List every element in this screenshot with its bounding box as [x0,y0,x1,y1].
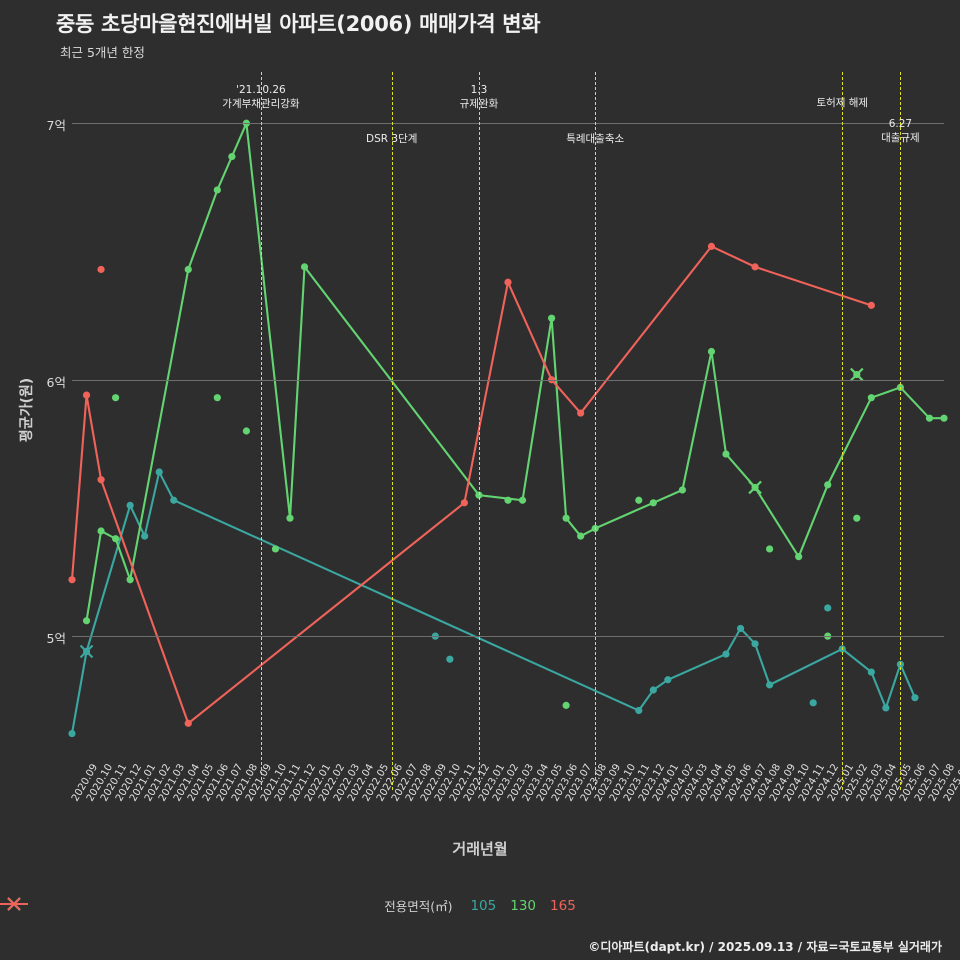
data-point-dot [286,514,294,522]
data-point-dot [213,186,221,194]
data-point-dot [126,501,134,509]
data-point-dot [242,427,250,435]
y-gridline [72,379,944,381]
event-label: '21.10.26 가계부채관리강화 [222,84,300,110]
data-point-dot [722,650,730,658]
data-point-dot [853,514,861,522]
y-gridline [72,636,944,638]
data-point-dot [141,532,149,540]
x-axis-label: 거래년월 [452,840,508,858]
event-vertical-line [842,72,844,790]
data-point-dot [184,719,192,727]
page-title: 중동 초당마을현진에버빌 아파트(2006) 매매가격 변화 [56,12,541,36]
data-point-dot [867,301,875,309]
series-line-105 [70,468,916,734]
event-label: DSR 3단계 [366,133,418,145]
data-point-dot [155,468,163,476]
data-point-dot [867,394,875,402]
legend-item-label: 130 [510,897,537,914]
legend-x-marker-icon [0,897,28,911]
data-point-dot [300,263,309,271]
data-point-dot [82,617,91,625]
data-point-dot [577,532,585,540]
data-point-dot [940,414,948,422]
data-point-dot [82,391,91,399]
legend-item-label: 165 [550,897,576,914]
data-point-dot [548,314,556,322]
event-vertical-line [478,72,480,790]
series-line-130 [85,119,944,621]
data-point-dot [504,278,512,286]
data-point-dot [460,499,468,507]
page-subtitle: 최근 5개년 한정 [60,45,145,60]
event-label: 토허제 해제 [816,97,869,109]
data-point-dot [68,729,76,738]
data-point-dot [271,545,280,553]
data-point-dot [649,499,657,507]
data-point-dot [518,496,527,504]
data-point-dot [446,655,454,663]
data-point-dot [635,706,643,715]
data-point-dot [664,676,672,684]
y-axis-tick: 6억 [46,374,66,390]
event-vertical-line [391,72,393,790]
data-point-dot [867,668,875,676]
data-point-dot [112,394,120,402]
data-point-dot [184,265,192,274]
data-point-dot [649,686,657,694]
event-label: 1.3 규제완화 [459,84,499,110]
data-point-dot [751,263,759,271]
data-point-dot [228,153,236,161]
data-point-dot [126,576,134,584]
y-axis-tick: 7억 [46,118,66,134]
data-point-dot [678,486,687,494]
data-point-dot [707,242,716,250]
event-label: 특례대출축소 [566,133,625,145]
data-point-dot [97,476,105,484]
data-point-dot [562,701,570,709]
data-point-dot [577,409,585,417]
data-point-x-marker [79,644,94,659]
data-point-dot [504,496,512,504]
data-point-dot [853,370,861,379]
data-point-dot [824,481,832,489]
data-point-dot [213,394,221,402]
data-point-dot [112,535,120,543]
data-point-dot [795,553,803,561]
data-point-dot [809,699,817,707]
data-point-dot [97,527,105,535]
data-point-dot [911,694,919,702]
data-point-dot [751,640,759,648]
data-point-dot [97,265,105,274]
y-axis-tick: 5억 [46,631,66,647]
data-point-dot [925,414,934,422]
legend-item-105[interactable]: 105 [0,897,497,914]
chart-legend: 전용면적(㎡) 105 130 165 [0,896,960,915]
legend-item-label: 105 [470,897,497,914]
event-vertical-line [260,72,262,790]
footer-credit: ©디아파트(dapt.kr) / 2025.09.13 / 자료=국토교통부 실… [588,940,942,954]
data-point-dot [635,496,643,504]
data-point-dot [722,450,730,458]
data-point-dot [882,704,890,712]
data-point-dot [766,545,774,553]
legend-title: 전용면적(㎡) [384,899,453,914]
event-vertical-line [900,72,902,790]
data-point-dot [170,496,178,504]
event-label: 6.27 대출규제 [881,118,920,144]
legend-item-165[interactable]: 165 [0,897,576,914]
event-vertical-line [595,72,597,790]
legend-item-130[interactable]: 130 [0,897,537,914]
data-point-dot [707,347,716,356]
data-point-dot [68,576,76,584]
y-gridline [72,123,944,125]
data-point-dot [824,604,832,612]
data-point-dot [736,624,745,633]
data-point-x-marker [748,480,762,495]
data-point-dot [562,514,570,522]
data-point-dot [766,681,774,689]
